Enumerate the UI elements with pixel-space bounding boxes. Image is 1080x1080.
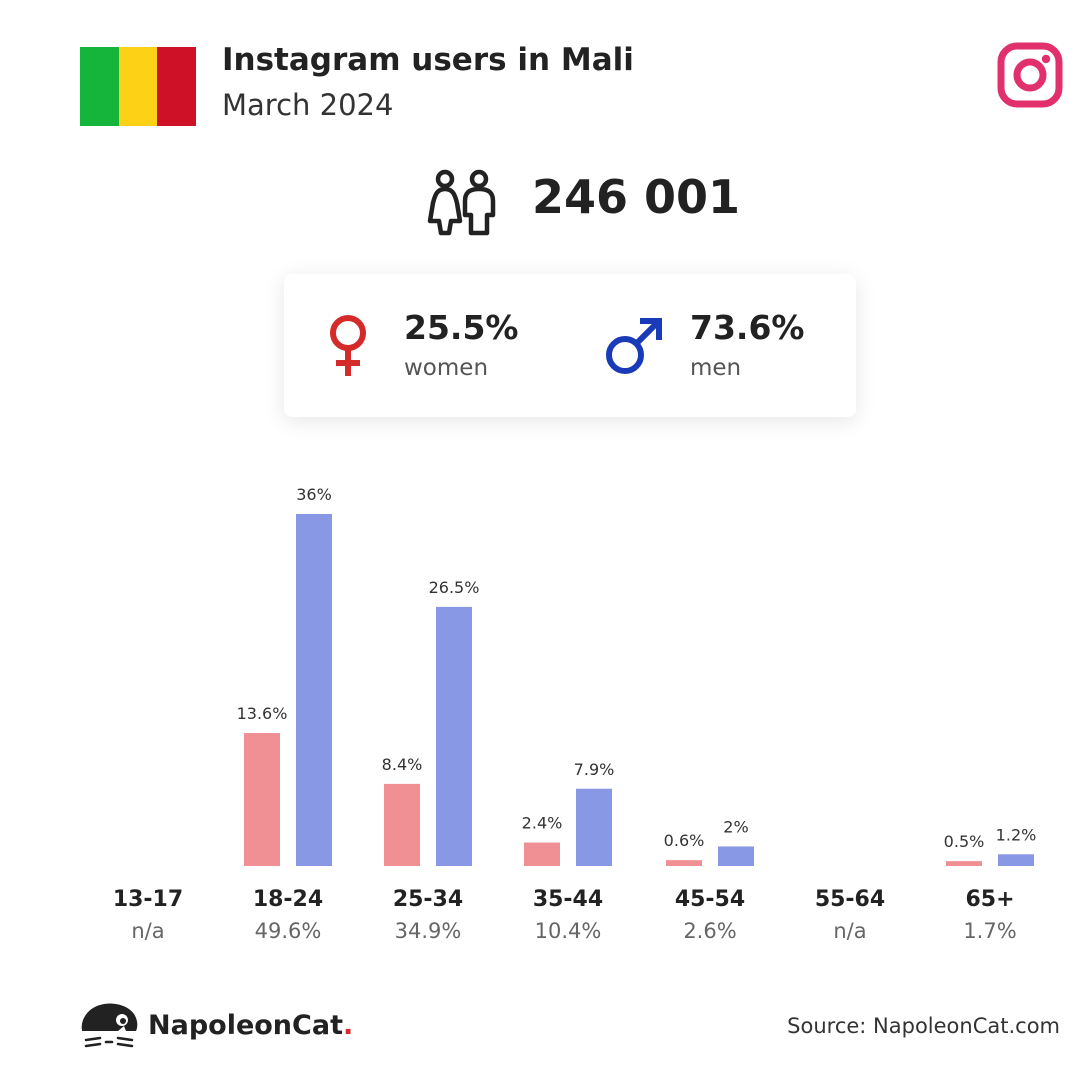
data-label-women-35-44: 2.4% xyxy=(522,814,563,833)
women-percent: 25.5% xyxy=(404,308,519,347)
data-label-men-18-24: 36% xyxy=(296,485,332,504)
brand-name: NapoleonCat. xyxy=(148,1010,353,1041)
age-group-total: 34.9% xyxy=(395,919,462,943)
age-group-label: 65+ xyxy=(965,887,1014,912)
gender-breakdown-card xyxy=(284,274,856,417)
data-label-women-18-24: 13.6% xyxy=(237,704,288,723)
men-percent: 73.6% xyxy=(690,308,805,347)
data-label-women-25-34: 8.4% xyxy=(382,755,423,774)
bar-women-25-34 xyxy=(384,783,420,866)
age-group-label: 45-54 xyxy=(675,887,745,912)
data-label-women-45-54: 0.6% xyxy=(664,831,705,850)
bar-men-18-24 xyxy=(296,514,332,866)
bar-women-65+ xyxy=(946,861,982,866)
page-subtitle: March 2024 xyxy=(222,88,394,122)
data-label-women-65+: 0.5% xyxy=(944,832,985,851)
napoleoncat-logo-icon xyxy=(81,1003,138,1048)
data-label-men-45-54: 2% xyxy=(723,817,748,836)
instagram-icon xyxy=(997,42,1063,108)
people-icon xyxy=(427,169,496,236)
bar-women-45-54 xyxy=(666,860,702,866)
bar-men-45-54 xyxy=(718,846,754,866)
age-distribution-chart: 13-17 n/a 13.6% 36% 18-24 49.6% 8.4% 26.5% 25-34… xyxy=(113,485,1037,943)
data-label-men-35-44: 7.9% xyxy=(574,760,615,779)
source-credit: Source: NapoleonCat.com xyxy=(787,1014,1060,1038)
age-group-label: 35-44 xyxy=(533,887,603,912)
bar-women-18-24 xyxy=(244,733,280,866)
page-title: Instagram users in Mali xyxy=(222,42,634,78)
total-users: 246 001 xyxy=(532,170,741,224)
country-flag xyxy=(80,47,197,126)
data-label-men-25-34: 26.5% xyxy=(429,578,480,597)
age-group-total: 1.7% xyxy=(963,919,1016,943)
bar-men-65+ xyxy=(998,854,1034,866)
flag-stripe-red xyxy=(157,47,197,126)
flag-stripe-green xyxy=(80,47,119,126)
age-group-total: n/a xyxy=(833,919,866,943)
age-group-label: 18-24 xyxy=(253,887,323,912)
age-group-label: 25-34 xyxy=(393,887,463,912)
flag-stripe-yellow xyxy=(118,47,158,126)
women-label: women xyxy=(404,355,489,381)
age-group-label: 55-64 xyxy=(815,887,885,912)
age-group-total: n/a xyxy=(131,919,164,943)
age-group-total: 2.6% xyxy=(683,919,736,943)
brand-dot: . xyxy=(342,1010,354,1041)
men-label: men xyxy=(690,355,742,381)
age-group-total: 10.4% xyxy=(535,919,602,943)
brand-text: NapoleonCat xyxy=(148,1010,343,1041)
bar-women-35-44 xyxy=(524,842,560,866)
age-group-label: 13-17 xyxy=(113,887,183,912)
age-group-total: 49.6% xyxy=(255,919,322,943)
mars-icon xyxy=(606,318,662,374)
venus-icon xyxy=(330,315,366,376)
bar-men-35-44 xyxy=(576,788,612,866)
data-label-men-65+: 1.2% xyxy=(996,825,1037,844)
bar-men-25-34 xyxy=(436,606,472,866)
